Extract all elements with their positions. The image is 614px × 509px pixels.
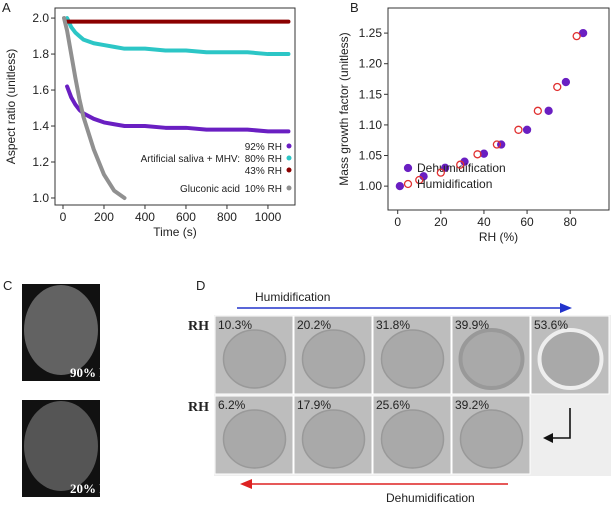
point [456, 160, 465, 169]
droplet [301, 329, 366, 389]
series-line [65, 84, 291, 134]
x-tick-label: 800 [217, 210, 237, 224]
y-tick-label: 1.00 [359, 179, 383, 193]
annotation: Artificial saliva + MHV: [141, 154, 240, 165]
cell-label: 53.6% [534, 318, 568, 332]
point [572, 32, 581, 41]
arrow-head [240, 479, 252, 489]
cell-label: 39.9% [455, 318, 489, 332]
point [492, 140, 502, 149]
legend-marker [403, 179, 413, 189]
y-tick-label: 2.0 [32, 11, 49, 25]
point [533, 106, 542, 115]
droplet [24, 401, 98, 491]
point [415, 175, 424, 185]
panel-label: A [2, 0, 11, 15]
legend-marker [286, 185, 292, 191]
droplet [222, 409, 287, 469]
y-tick-label: 1.0 [32, 191, 49, 205]
point [544, 106, 553, 115]
panel-label: D [196, 278, 205, 293]
arrow [548, 408, 571, 439]
legend-marker [403, 163, 413, 173]
x-tick-label: 60 [520, 215, 534, 229]
y-tick-label: 1.15 [359, 87, 383, 101]
cell-label: 6.2% [218, 398, 246, 412]
cell-label: 25.6% [376, 398, 410, 412]
x-tick-label: 0 [394, 215, 401, 229]
arrow-head [543, 433, 553, 443]
y-tick-label: 1.25 [359, 26, 383, 40]
legend-label: Humidification [417, 177, 492, 191]
y-tick-label: 1.20 [359, 57, 383, 71]
arrow-head [560, 303, 572, 313]
cell-label: 10.3% [218, 318, 252, 332]
image-label: 20% RH [70, 481, 119, 496]
droplet [459, 409, 524, 469]
plot-frame [54, 7, 296, 206]
x-tick-label: 1000 [255, 210, 282, 224]
cell-label: 20.2% [297, 318, 331, 332]
x-tick-label: 80 [564, 215, 578, 229]
x-tick-label: 400 [135, 210, 155, 224]
y-axis-title: Aspect ratio (unitless) [4, 49, 18, 164]
droplet [458, 328, 525, 390]
x-tick-label: 20 [434, 215, 448, 229]
legend-label: 92% RH [245, 142, 282, 153]
point [578, 28, 588, 38]
x-tick-label: 200 [94, 210, 114, 224]
point [522, 125, 532, 134]
legend-label: 43% RH [245, 166, 282, 177]
cell-label: 17.9% [297, 398, 331, 412]
legend-marker [286, 143, 292, 149]
y-tick-label: 1.8 [32, 47, 49, 61]
arrow-label: Humidification [255, 290, 330, 304]
x-tick-label: 600 [176, 210, 196, 224]
cell-label: 39.2% [455, 398, 489, 412]
y-axis-title: Mass growth factor (unitless) [337, 32, 351, 185]
series-line [65, 16, 291, 57]
droplet [222, 329, 287, 389]
point [561, 77, 571, 87]
point [473, 150, 482, 159]
y-tick-label: 1.4 [32, 119, 49, 133]
point [514, 125, 523, 134]
y-tick-label: 1.2 [32, 155, 49, 169]
droplet [24, 285, 98, 375]
cell-label: 31.8% [376, 318, 410, 332]
point [395, 181, 405, 191]
legend-marker [286, 155, 292, 161]
plot-frame [387, 7, 610, 211]
point [436, 168, 445, 177]
annotation: Gluconic acid [180, 184, 240, 195]
y-tick-label: 1.10 [359, 118, 383, 132]
droplet [537, 328, 604, 390]
row-label: RH [188, 400, 209, 415]
series-line [62, 16, 127, 200]
arrow-label: Dehumidification [386, 491, 475, 505]
legend-label: 10% RH [245, 184, 282, 195]
x-tick-label: 40 [477, 215, 491, 229]
droplet [301, 409, 366, 469]
y-tick-label: 1.05 [359, 149, 383, 163]
droplet [380, 409, 445, 469]
panel-label: B [350, 0, 359, 15]
x-axis-title: RH (%) [479, 230, 518, 244]
row-label: RH [188, 319, 209, 334]
legend-label: 80% RH [245, 154, 282, 165]
x-tick-label: 0 [60, 210, 67, 224]
point [553, 82, 562, 92]
droplet [380, 329, 445, 389]
x-axis-title: Time (s) [153, 225, 197, 239]
y-tick-label: 1.6 [32, 83, 49, 97]
panel-label: C [3, 278, 12, 293]
image-label: 90% RH [70, 365, 119, 380]
legend-marker [286, 167, 292, 173]
